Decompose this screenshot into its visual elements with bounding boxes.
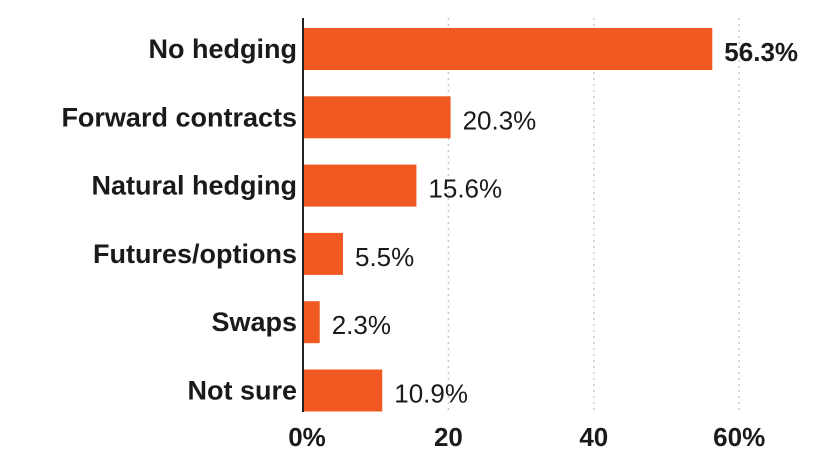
bar-4 bbox=[303, 301, 320, 344]
category-label-3: Futures/options bbox=[93, 239, 297, 269]
value-label-1: 20.3% bbox=[463, 105, 537, 135]
category-label-1: Forward contracts bbox=[61, 102, 297, 132]
category-label-2: Natural hedging bbox=[91, 171, 297, 201]
category-label-4: Swaps bbox=[211, 307, 297, 337]
value-label-5: 10.9% bbox=[394, 379, 468, 409]
x-tick-label-2: 40 bbox=[579, 422, 608, 452]
value-label-3: 5.5% bbox=[355, 242, 414, 272]
bar-2 bbox=[303, 164, 417, 207]
category-label-0: No hedging bbox=[149, 34, 297, 64]
x-axis-tick-labels: 0% 20 40 60% bbox=[288, 422, 765, 452]
category-label-5: Not sure bbox=[187, 376, 297, 406]
x-tick-label-3: 60% bbox=[713, 422, 765, 452]
bar-1 bbox=[303, 96, 451, 139]
bar-0 bbox=[303, 28, 713, 70]
value-label-2: 15.6% bbox=[428, 174, 502, 204]
x-tick-label-1: 20 bbox=[434, 422, 463, 452]
value-label-0: 56.3% bbox=[724, 37, 798, 67]
value-labels: 56.3% 20.3% 15.6% 5.5% 2.3% 10.9% bbox=[332, 37, 798, 409]
value-label-4: 2.3% bbox=[332, 310, 391, 340]
gridlines bbox=[447, 18, 740, 412]
bar-5 bbox=[303, 369, 383, 412]
bars bbox=[303, 28, 713, 412]
category-labels: No hedging Forward contracts Natural hedgi… bbox=[61, 34, 297, 406]
x-tick-label-0: 0% bbox=[288, 422, 326, 452]
bar-3 bbox=[303, 232, 343, 275]
